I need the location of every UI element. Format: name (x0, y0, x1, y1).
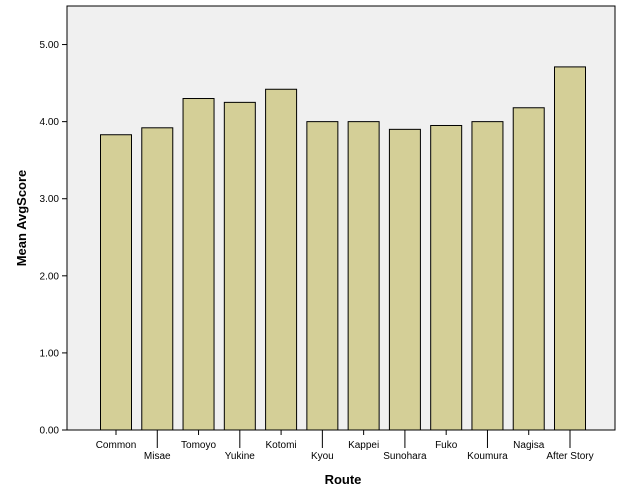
bar-koumura (471, 121, 504, 431)
bar-kappei (347, 121, 380, 431)
bar-misae (141, 127, 174, 431)
x-tick-label: Koumura (467, 451, 508, 462)
y-tick-label: 1.00 (40, 348, 60, 359)
y-tick-label: 4.00 (40, 117, 60, 128)
x-tick-label: Kappei (348, 440, 379, 451)
x-tick-label: Sunohara (383, 451, 427, 462)
bar-common (100, 134, 132, 431)
x-axis-title: Route (325, 472, 362, 487)
bar-sunohara (388, 128, 421, 431)
y-tick-label: 2.00 (40, 271, 60, 282)
y-tick-label: 5.00 (40, 40, 60, 51)
x-tick-label: After Story (546, 451, 593, 462)
y-axis-title: Mean AvgScore (14, 170, 29, 267)
x-tick-label: Kyou (311, 451, 334, 462)
bar-yukine (223, 101, 256, 431)
y-axis: 0.00 1.00 2.00 3.00 4.00 5.00 (40, 40, 67, 437)
x-tick-label: Tomoyo (181, 440, 216, 451)
bar-kyou (306, 121, 339, 431)
bar-kotomi (265, 88, 298, 431)
x-axis: Common Misae Tomoyo Yukine Kotomi Kyou Kappei S… (96, 430, 594, 462)
bars (100, 66, 586, 431)
y-tick-label: 0.00 (40, 426, 60, 437)
x-tick-label: Fuko (435, 440, 458, 451)
bar-nagisa (512, 107, 545, 431)
x-tick-label: Kotomi (266, 440, 297, 451)
x-tick-label: Yukine (225, 451, 255, 462)
bar-after-story (554, 66, 586, 431)
x-tick-label: Nagisa (513, 440, 545, 451)
y-tick-label: 3.00 (40, 194, 60, 205)
bar-tomoyo (182, 98, 215, 431)
x-tick-label: Common (96, 440, 137, 451)
x-tick-label: Misae (144, 451, 171, 462)
bar-fuko (430, 124, 463, 431)
